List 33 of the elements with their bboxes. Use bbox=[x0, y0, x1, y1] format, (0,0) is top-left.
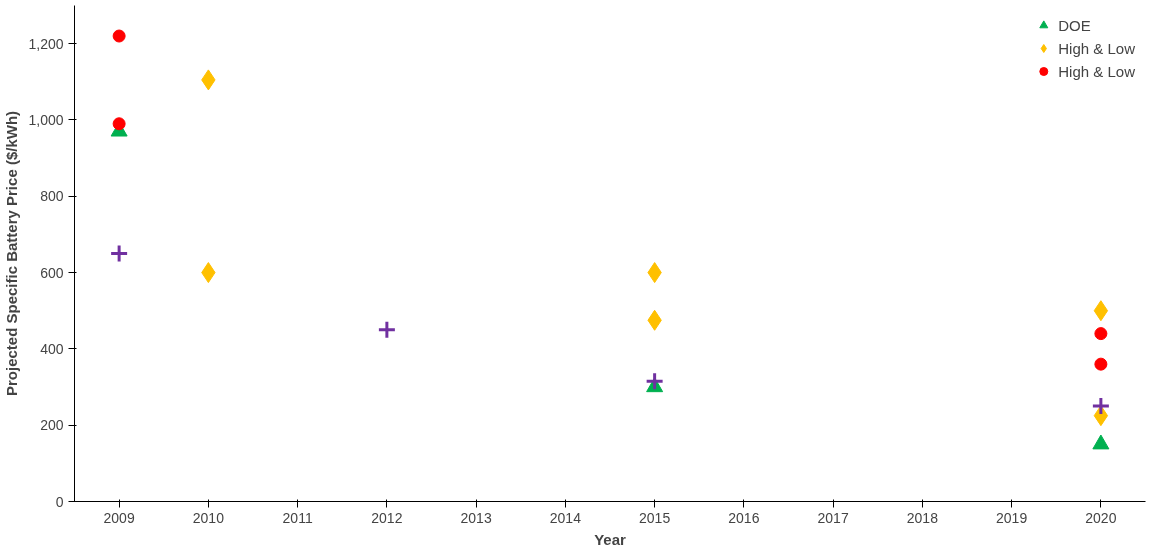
x-tick-label: 2016 bbox=[728, 509, 760, 526]
x-tick-label: 2014 bbox=[549, 509, 582, 526]
x-tick-label: 2012 bbox=[371, 509, 403, 526]
point bbox=[112, 29, 126, 43]
point bbox=[645, 371, 665, 391]
x-tick-label: 2019 bbox=[996, 509, 1028, 526]
x-tick-label: 2013 bbox=[460, 509, 492, 526]
point bbox=[1094, 357, 1108, 371]
x-tick-label: 2017 bbox=[817, 509, 849, 526]
x-tick-label: 2010 bbox=[192, 509, 225, 526]
x-tick-label: 2018 bbox=[906, 509, 939, 526]
point bbox=[377, 320, 397, 340]
x-tick-label: 2009 bbox=[103, 509, 135, 526]
y-axis-title: Projected Specific Battery Price ($/kWh) bbox=[3, 110, 21, 397]
y-tick-label: 200 bbox=[40, 417, 64, 434]
point bbox=[1094, 327, 1108, 341]
x-tick-label: 2015 bbox=[639, 509, 671, 526]
y-tick-label: 0 bbox=[55, 493, 64, 510]
point bbox=[1091, 396, 1111, 416]
point bbox=[1093, 300, 1109, 322]
y-tick-label: 600 bbox=[40, 264, 64, 281]
legend-label: DOE bbox=[1058, 16, 1091, 34]
legend-label: High & Low bbox=[1058, 62, 1135, 80]
legend-label: High & Low bbox=[1058, 39, 1135, 57]
point bbox=[109, 244, 129, 263]
x-tick-label: 2020 bbox=[1085, 509, 1117, 526]
y-tick-label: 400 bbox=[40, 340, 64, 357]
y-tick-label: 1,000 bbox=[28, 111, 64, 128]
y-tick-label: 1,200 bbox=[28, 35, 64, 52]
x-axis-title: Year bbox=[594, 530, 627, 548]
x-tick-label: 2011 bbox=[282, 509, 313, 526]
point bbox=[112, 117, 126, 131]
y-tick-label: 800 bbox=[40, 188, 64, 205]
